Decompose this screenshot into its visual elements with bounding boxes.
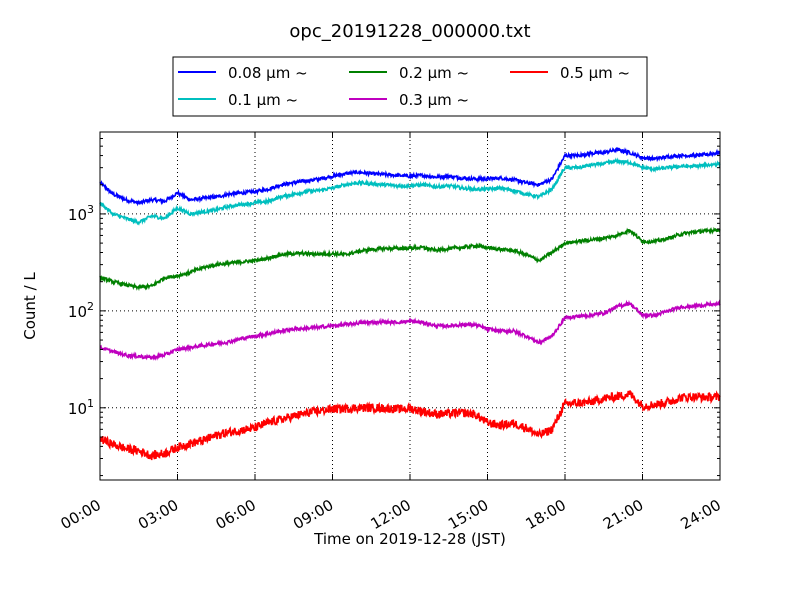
x-tick-label: 21:00 — [600, 496, 646, 533]
y-axis-label: Count / L — [21, 272, 39, 340]
y-tick-label: 103 — [68, 203, 94, 224]
x-axis-label: Time on 2019-12-28 (JST) — [313, 530, 506, 548]
legend-label: 0.5 µm ~ — [560, 64, 630, 82]
x-tick-label: 00:00 — [58, 496, 104, 533]
legend-label: 0.2 µm ~ — [399, 64, 469, 82]
y-tick-label: 102 — [68, 300, 94, 321]
x-tick-label: 03:00 — [135, 496, 181, 533]
ticks — [99, 131, 721, 480]
legend-frame — [172, 56, 648, 117]
x-tick-label: 24:00 — [678, 496, 724, 533]
series-layer — [99, 146, 721, 461]
legend-label: 0.3 µm ~ — [399, 91, 469, 109]
x-tick-labels: 00:00 03:00 06:00 09:00 12:00 15:00 18:00 21:00… — [58, 496, 724, 533]
x-tick-label: 15:00 — [445, 496, 491, 533]
series-line — [99, 146, 721, 207]
x-tick-label: 12:00 — [368, 496, 414, 533]
series-line — [99, 299, 721, 361]
chart-title: opc_20191228_000000.txt — [289, 21, 530, 42]
x-tick-label: 09:00 — [290, 496, 336, 533]
series-line — [99, 390, 721, 461]
y-tick-labels: 101 102 103 — [68, 203, 94, 418]
x-tick-label: 06:00 — [213, 496, 259, 533]
y-tick-label: 101 — [68, 397, 94, 418]
series-line — [99, 157, 721, 226]
legend-label: 0.1 µm ~ — [228, 91, 298, 109]
grid — [100, 132, 720, 480]
series-line — [99, 226, 721, 292]
x-tick-label: 18:00 — [523, 496, 569, 533]
legend-label: 0.08 µm ~ — [228, 64, 308, 82]
legend: 0.08 µm ~ 0.1 µm ~ 0.2 µm ~ 0.3 µm ~ 0.5 µm … — [172, 56, 648, 117]
